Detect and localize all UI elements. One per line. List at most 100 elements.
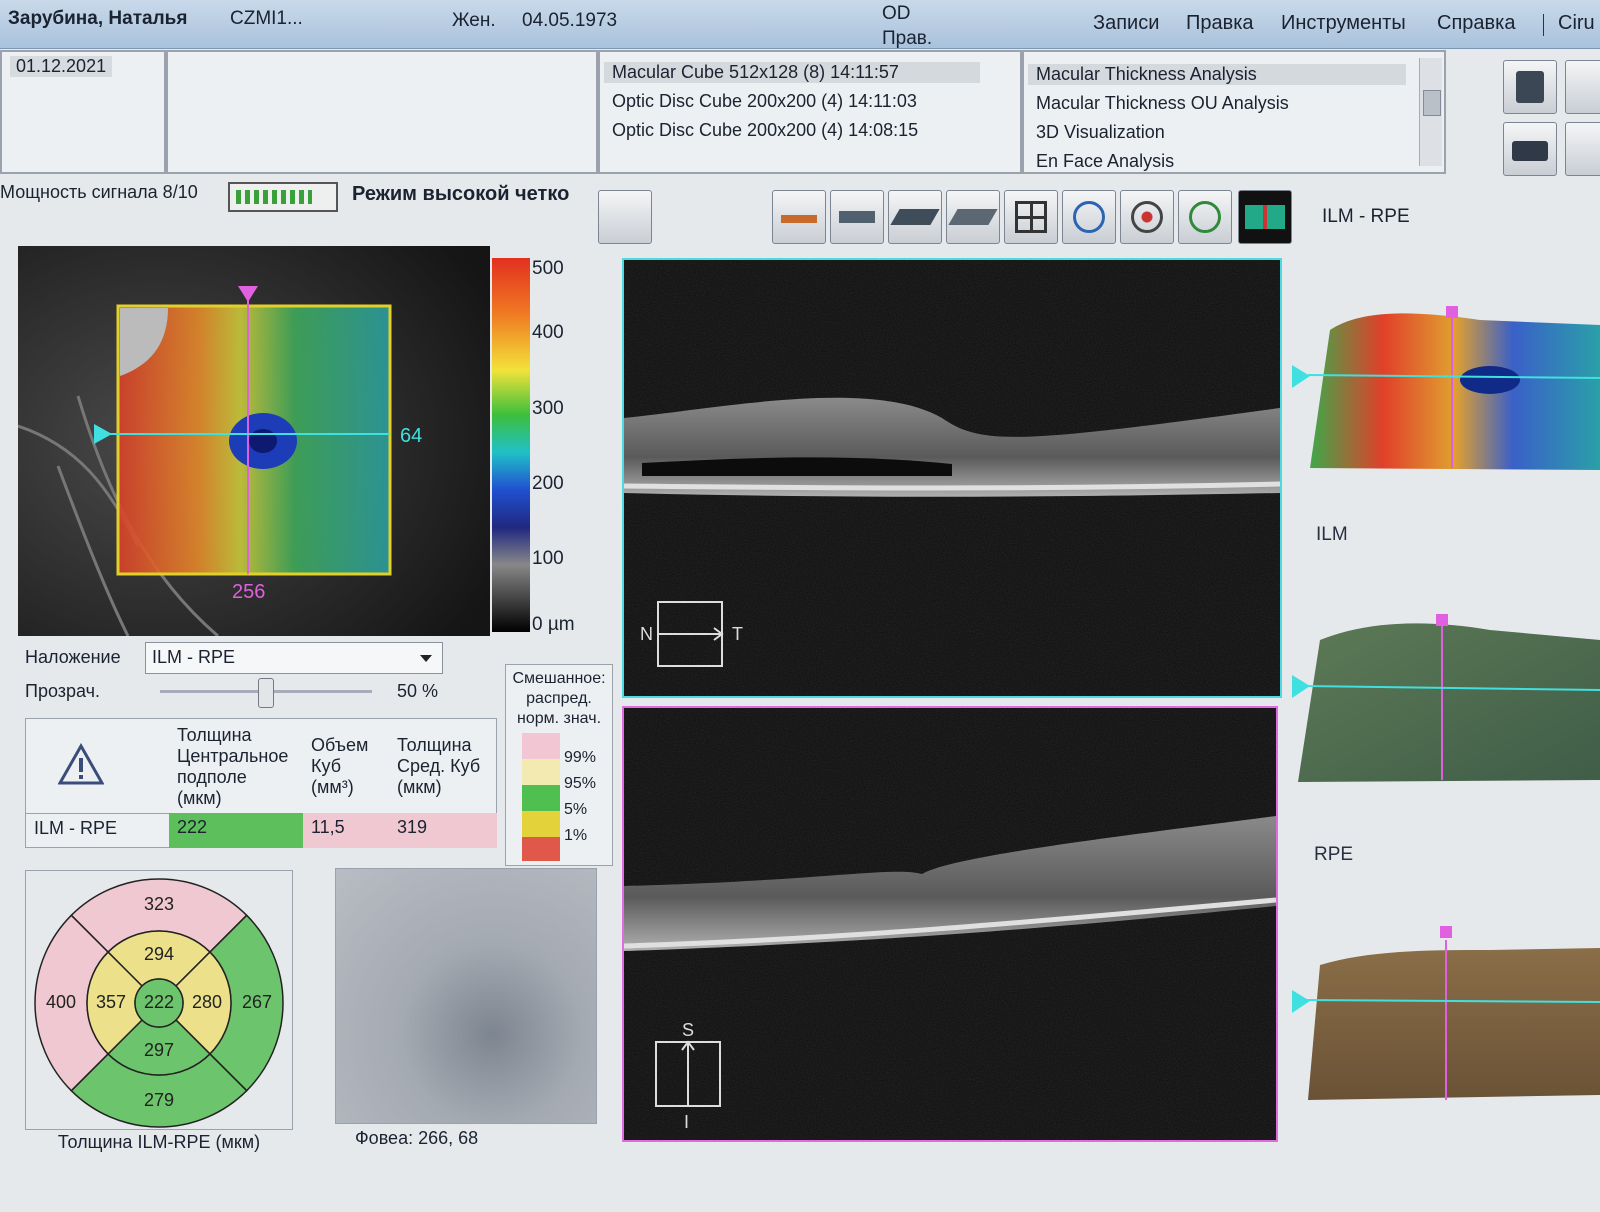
etdrs-inner-value: 280 [192,992,222,1012]
patient-name: Зарубина, Наталья [8,8,188,29]
surface-fovea [1460,366,1520,394]
tool-button[interactable] [830,190,884,244]
slider-thumb[interactable] [258,678,274,708]
tool-button[interactable] [1565,60,1600,114]
tool-icon [1245,205,1285,229]
etdrs-outer-value: 267 [242,992,272,1012]
tool-button[interactable] [598,190,652,244]
eye-label: Прав. [882,28,933,49]
scale-label: 0 µm [532,614,575,635]
etdrs-frame [25,870,293,1130]
bscan-vertical: S I [622,706,1278,1142]
surface-marker [1440,926,1452,938]
surface-marker [1292,990,1310,1013]
surface-marker [1292,365,1310,388]
analysis-item[interactable]: Macular Thickness OU Analysis [1036,93,1289,113]
tool-button[interactable] [772,190,826,244]
etdrs-grid: 323 294 267 280 279 297 400 357 222 [34,878,284,1128]
subretinal-fluid [642,457,952,476]
delete-button[interactable] [1565,122,1600,176]
tool-button[interactable] [1004,190,1058,244]
tool-icon [890,209,940,225]
menu-item[interactable]: Справка [1437,12,1516,34]
scale-label: 100 [532,548,564,569]
legend-level: 5% [564,801,588,818]
tool-icon [1073,201,1105,233]
etdrs-caption: Толщина ILM-RPE (мкм) [57,1132,261,1152]
bscan-horizontal: N T [622,258,1282,698]
rpe-line [623,481,1281,491]
legend-title: Смешанное: распред. норм. знач. [512,670,606,727]
overlay-value: ILM - RPE [152,647,236,667]
transparency-value: 50 % [397,681,439,701]
tool-button[interactable] [1120,190,1174,244]
analysis-item[interactable]: 3D Visualization [1036,122,1165,142]
etdrs-outer-value: 279 [144,1090,174,1110]
legend-swatch [522,837,560,861]
column-header: Толщина Сред. Куб (мкм) [397,735,481,797]
print-button[interactable] [1503,122,1557,176]
orientation-label: T [732,624,743,644]
surface-ilm-rpe [1310,313,1600,470]
patient-dob: 04.05.1973 [522,10,618,31]
table-cell: 319 [389,813,497,848]
scan-area [116,304,392,576]
v-line-label: 256 [232,581,265,603]
scan-item[interactable]: Optic Disc Cube 200x200 (4) 14:11:03 [612,91,917,111]
signal-bar [228,182,338,212]
analysis-item[interactable]: En Face Analysis [1036,151,1175,171]
signal-strength: Мощность сигнала 8/10 [0,182,198,202]
tool-button[interactable] [946,190,1000,244]
legend-swatch [522,759,560,785]
tool-button[interactable] [1178,190,1232,244]
heat-overlay-gap [120,308,168,376]
menu-item[interactable]: Записи [1093,12,1160,34]
exam-date[interactable]: 01.12.2021 [10,56,113,77]
thickness-table: Толщина Центральное подполе (мкм) Объем … [25,718,497,848]
orientation-label: N [640,624,653,644]
save-icon [1516,71,1544,103]
tool-icon [948,209,998,225]
row-label: ILM - RPE [26,813,169,848]
scroll-thumb[interactable] [1423,90,1441,116]
legend-swatch [522,785,560,811]
etdrs-center-value: 222 [144,992,174,1012]
menu-item[interactable]: Инструменты [1281,12,1406,34]
orientation-label: I [684,1112,689,1132]
orientation-arrow [658,627,724,641]
column-header: Объем Куб (мм³) [311,735,369,797]
warning-icon [58,743,104,785]
etdrs-inner-value: 297 [144,1040,174,1060]
tool-icon [1131,201,1163,233]
tool-button[interactable] [1062,190,1116,244]
orientation-label: S [682,1020,694,1040]
analysis-item[interactable]: Macular Thickness Analysis [1028,64,1406,85]
tool-icon [1189,201,1221,233]
surface-h-line [1307,374,1600,379]
menu-item[interactable]: Ciru [1558,12,1595,34]
etdrs-inner-value: 357 [96,992,126,1012]
surface-marker [1446,306,1458,318]
scan-mode: Режим высокой четко [352,183,570,205]
tool-button[interactable] [1238,190,1292,244]
menu-item[interactable]: Правка [1186,12,1254,34]
fovea-center [249,429,277,453]
etdrs-center [134,978,184,1028]
scan-list: Macular Cube 512x128 (8) 14:11:57 Optic … [598,50,1022,174]
scan-item[interactable]: Optic Disc Cube 200x200 (4) 14:08:15 [612,120,919,140]
scan-item[interactable]: Macular Cube 512x128 (8) 14:11:57 [604,62,980,83]
tool-button[interactable] [888,190,942,244]
save-button[interactable] [1503,60,1557,114]
overlay-label: Наложение [25,647,121,667]
scrollbar[interactable] [1419,58,1442,166]
h-marker [94,424,112,444]
overlay-dropdown[interactable]: ILM - RPE [145,642,443,674]
surface-rpe [1308,948,1600,1100]
surface-views: ILM RPE [1292,306,1600,1100]
retina-layers [624,816,1276,951]
scale-label: 500 [532,258,564,279]
table-cell: 222 [169,813,303,848]
patient-sex: Жен. [452,10,496,31]
